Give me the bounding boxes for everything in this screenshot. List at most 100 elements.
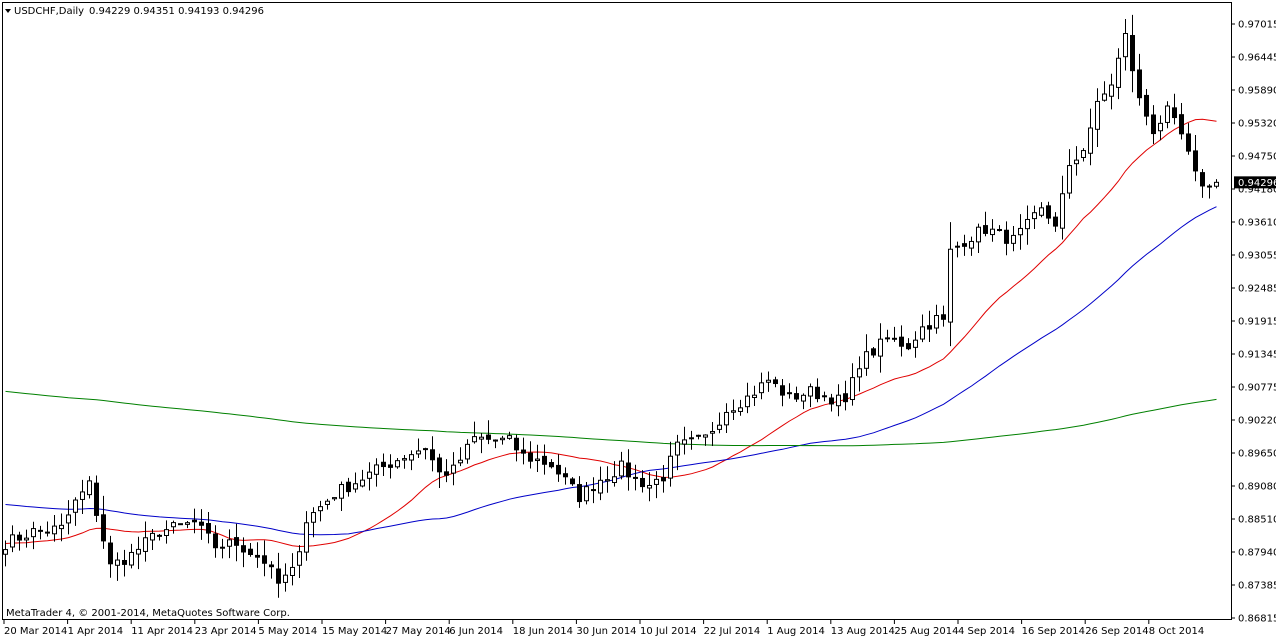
candle-body-bullish: [318, 506, 323, 512]
candle-body-bullish: [297, 551, 302, 566]
candle-body-bullish: [934, 315, 939, 329]
candle: [1137, 53, 1142, 106]
candle: [192, 508, 197, 534]
candle-body-bullish: [710, 431, 715, 434]
date-tick-label: 1 Aug 2014: [767, 626, 825, 637]
chart-menu-triangle-icon[interactable]: [5, 9, 11, 13]
candle: [535, 444, 540, 473]
candle-body-bearish: [199, 521, 204, 526]
candle-body-bullish: [759, 382, 764, 394]
candle-body-bullish: [38, 529, 43, 532]
candle: [171, 520, 176, 534]
candle: [871, 347, 876, 358]
candle-body-bullish: [367, 471, 372, 479]
price-tick-label: 0.89080: [1238, 482, 1276, 493]
candle: [668, 441, 673, 487]
candle-body-bullish: [801, 394, 806, 402]
candle-body-bearish: [248, 548, 253, 555]
candle: [920, 314, 925, 343]
candle-body-bearish: [773, 379, 778, 385]
candle: [472, 421, 477, 444]
date-axis: 20 Mar 2014 1 Apr 2014 11 Apr 2014 23 Apr 2…: [3, 620, 1204, 637]
candle-body-bullish: [409, 454, 414, 461]
date-tick-label: 25 Aug 2014: [894, 626, 958, 637]
candle-body-bullish: [227, 539, 232, 547]
ma-50-line: [5, 206, 1217, 536]
candle-body-bearish: [94, 482, 99, 516]
price-tick-label: 0.89650: [1238, 449, 1276, 460]
candle-body-bearish: [843, 393, 848, 403]
candle-body-bullish: [682, 439, 687, 445]
candle-body-bearish: [514, 437, 519, 451]
candle-body-bullish: [535, 458, 540, 462]
candle-body-bullish: [752, 394, 757, 399]
candle: [563, 467, 568, 485]
candle-body-bullish: [164, 529, 169, 536]
date-tick-label: 26 Sep 2014: [1085, 626, 1148, 637]
date-tick-label: 27 May 2014: [386, 626, 451, 637]
candle-body-bullish: [1116, 57, 1121, 88]
candle-body-bearish: [423, 448, 428, 451]
candle-body-bullish: [304, 522, 309, 553]
candle-body-bullish: [612, 476, 617, 484]
candle-body-bullish: [311, 512, 316, 523]
price-tick-label: 0.91345: [1238, 350, 1276, 361]
candle: [444, 459, 449, 483]
candle: [591, 477, 596, 504]
candle: [507, 431, 512, 440]
candle: [178, 523, 183, 526]
candle-body-bullish: [479, 436, 484, 440]
candle: [605, 466, 610, 493]
candle-body-bullish: [1032, 212, 1037, 220]
candle: [1046, 201, 1051, 225]
candle-body-bullish: [87, 480, 92, 496]
candle: [633, 464, 638, 491]
candle: [122, 549, 127, 577]
candle: [521, 437, 526, 465]
candle: [717, 412, 722, 434]
candle: [199, 509, 204, 540]
candle: [962, 234, 967, 256]
candle: [276, 552, 281, 598]
candle: [465, 439, 470, 464]
candle: [1102, 81, 1107, 102]
candle: [381, 453, 386, 476]
candle-body-bearish: [262, 555, 267, 564]
candle-body-bullish: [395, 460, 400, 468]
candle-body-bearish: [157, 534, 162, 537]
candle: [892, 326, 897, 342]
candle: [549, 459, 554, 469]
candle: [1158, 115, 1163, 141]
candle: [843, 380, 848, 411]
candle-body-bearish: [122, 559, 127, 565]
candle-body-bearish: [661, 477, 666, 482]
price-tick-label: 0.87385: [1238, 581, 1276, 592]
candle: [934, 304, 939, 334]
candle: [430, 436, 435, 472]
candle: [416, 438, 421, 458]
candle: [290, 553, 295, 586]
candle-body-bullish: [402, 458, 407, 461]
candle-body-bullish: [1018, 227, 1023, 236]
candle: [773, 376, 778, 388]
candle: [17, 531, 22, 551]
candle-body-bullish: [836, 394, 841, 407]
candle-body-bearish: [640, 477, 645, 488]
price-tick-label: 0.88510: [1238, 515, 1276, 526]
candle-body-bullish: [997, 228, 1002, 231]
candle-body-bullish: [731, 410, 736, 413]
candle: [1200, 168, 1205, 198]
candle-body-bearish: [556, 464, 561, 475]
date-tick-label: 1 Apr 2014: [68, 626, 123, 637]
candle-body-bullish: [647, 484, 652, 489]
candle-body-bearish: [906, 343, 911, 350]
candle-body-bullish: [633, 476, 638, 479]
candle-body-bullish: [738, 407, 743, 412]
candle-body-bearish: [17, 534, 22, 541]
candle-body-bearish: [1053, 216, 1058, 227]
candle: [157, 533, 162, 541]
candlesticks: [3, 14, 1219, 598]
candle: [1151, 105, 1156, 145]
candle-body-bearish: [626, 462, 631, 478]
